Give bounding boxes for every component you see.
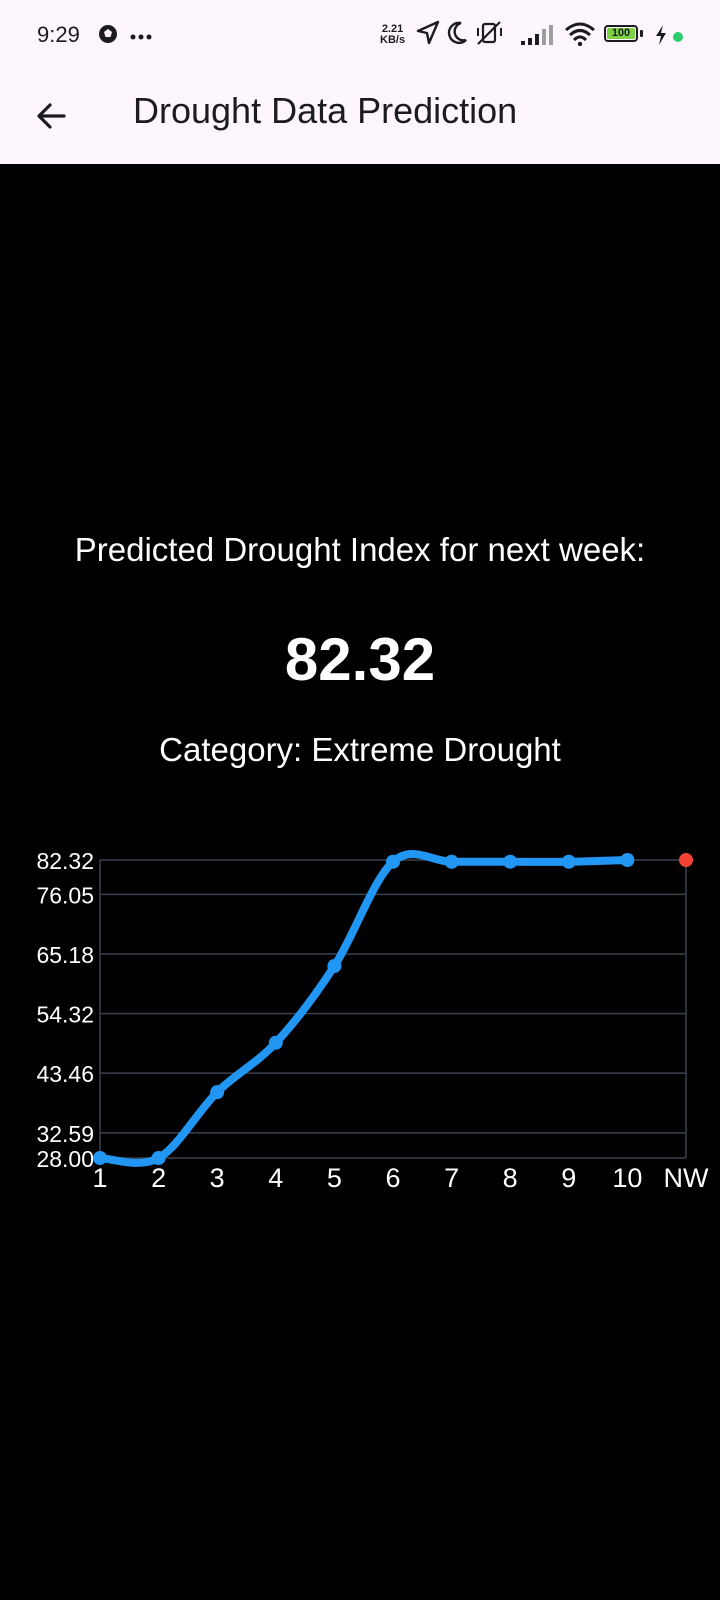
battery-level: 100 <box>607 28 635 39</box>
main-content: Predicted Drought Index for next week: 8… <box>0 164 720 1600</box>
vibrate-off-icon <box>474 20 506 51</box>
battery-tip <box>640 30 643 37</box>
x-tick-label: 8 <box>503 1163 518 1193</box>
x-tick-label: 2 <box>151 1163 166 1193</box>
net-speed-value: 2.21 <box>381 23 404 35</box>
data-point <box>327 958 342 973</box>
football-icon <box>98 24 118 49</box>
data-point <box>386 854 400 869</box>
arrow-left-icon <box>37 103 66 129</box>
charging-bolt-icon <box>654 24 668 51</box>
battery-icon: 100 <box>604 25 638 42</box>
net-speed-unit: KB/s <box>380 34 406 46</box>
x-tick-label: NW <box>664 1163 709 1193</box>
x-tick-label: 10 <box>612 1163 642 1193</box>
prediction-point <box>679 853 693 867</box>
x-tick-label: 5 <box>327 1163 342 1193</box>
y-tick-label: 65.18 <box>36 942 94 968</box>
green-dot-icon <box>672 30 684 48</box>
y-tick-label: 28.00 <box>36 1146 94 1172</box>
location-arrow-icon <box>416 20 440 51</box>
x-tick-label: 4 <box>268 1163 283 1193</box>
y-tick-label: 32.59 <box>36 1121 94 1147</box>
series-line <box>96 850 632 1167</box>
net-speed: 2.21 KB/s <box>380 24 405 46</box>
more-dots-icon <box>130 28 154 46</box>
status-time: 9:29 <box>37 22 80 47</box>
data-point <box>503 854 518 869</box>
y-tick-label: 76.05 <box>36 882 94 908</box>
prediction-label: Predicted Drought Index for next week: <box>74 531 646 568</box>
y-tick-label: 43.46 <box>36 1061 94 1087</box>
page-title: Drought Data Prediction <box>133 90 518 131</box>
data-point <box>151 1151 166 1165</box>
wifi-icon <box>564 22 596 51</box>
x-tick-label: 9 <box>561 1163 576 1193</box>
y-tick-label: 82.32 <box>36 848 94 874</box>
x-tick-label: 7 <box>444 1163 459 1193</box>
data-point <box>93 1151 107 1165</box>
status-bar: 9:29 2.21 KB/s 100 <box>0 0 720 72</box>
data-point <box>561 854 576 869</box>
data-point <box>210 1085 225 1100</box>
x-tick-label: 1 <box>92 1163 107 1193</box>
back-button[interactable] <box>30 94 74 138</box>
data-point <box>620 853 635 867</box>
data-point <box>444 854 459 869</box>
prediction-category: Category: Extreme Drought <box>159 731 561 768</box>
prediction-value: 82.32 <box>284 626 436 693</box>
y-tick-label: 54.32 <box>36 1002 94 1028</box>
moon-icon <box>446 20 468 51</box>
signal-icon <box>520 24 554 51</box>
app-bar: Drought Data Prediction <box>0 72 720 164</box>
data-point <box>268 1035 283 1050</box>
x-tick-label: 3 <box>210 1163 225 1193</box>
x-tick-label: 6 <box>385 1163 400 1193</box>
